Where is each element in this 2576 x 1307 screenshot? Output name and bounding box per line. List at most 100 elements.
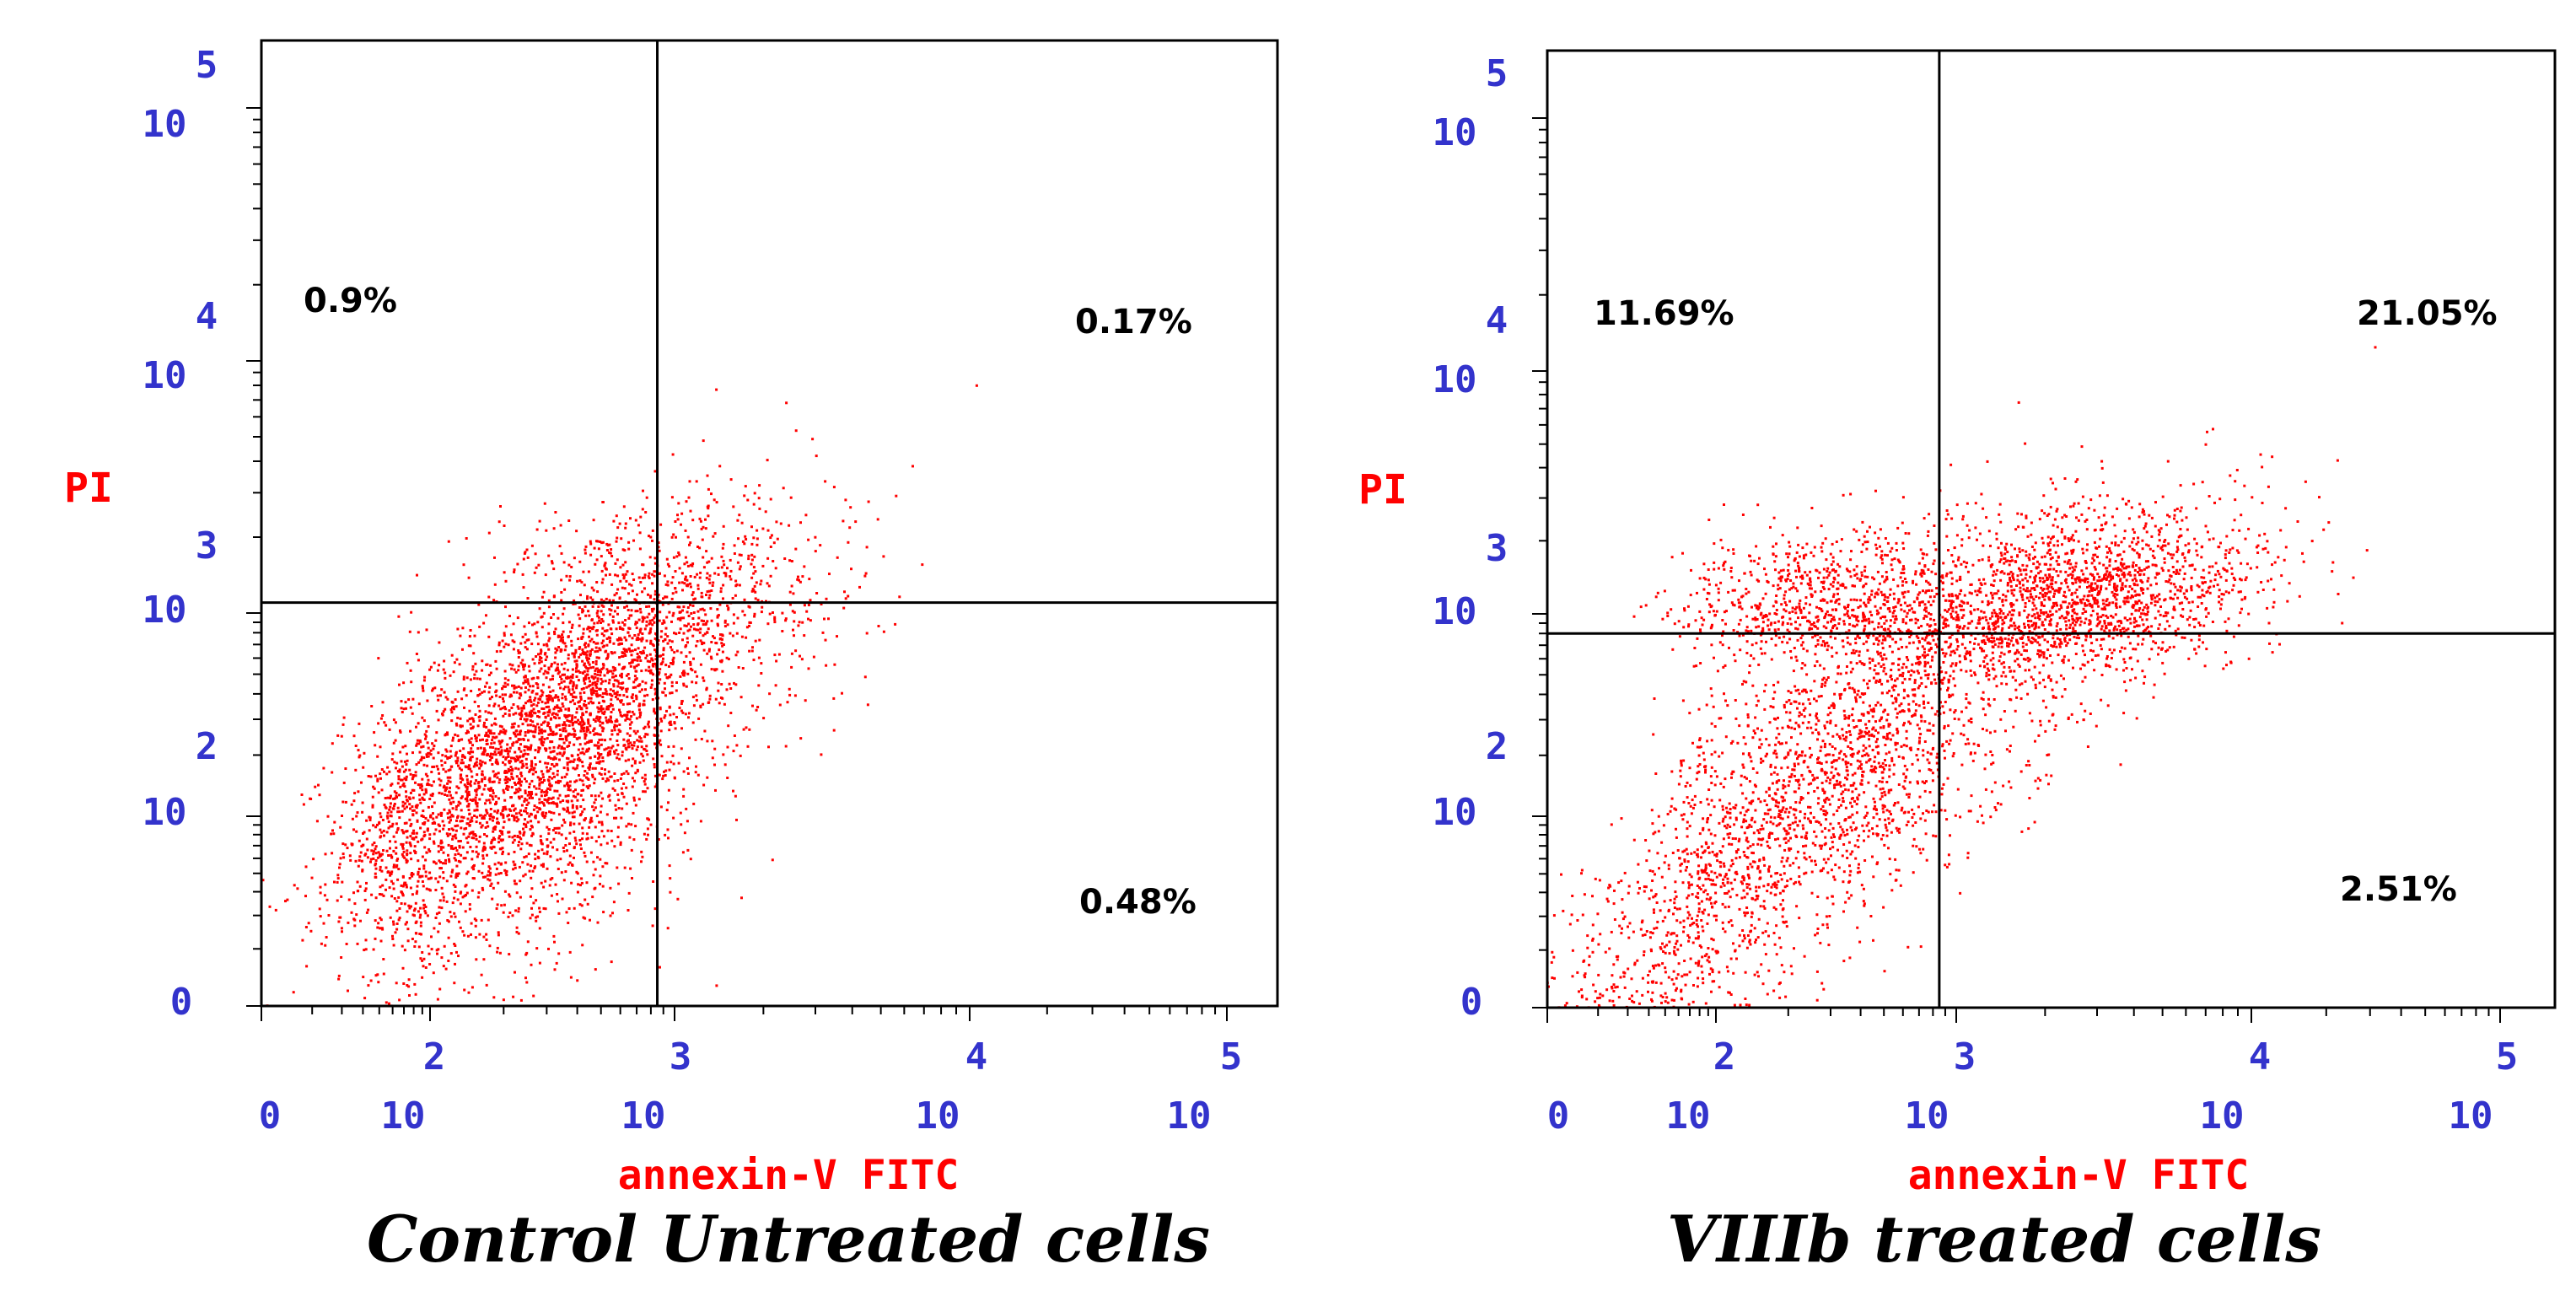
control-event-dot <box>483 690 486 693</box>
control-event-dot <box>417 722 420 725</box>
control-event-dot <box>571 863 573 866</box>
control-event-dot <box>567 691 571 694</box>
control-event-dot <box>623 587 627 590</box>
control-event-dot <box>627 745 630 749</box>
control-event-dot <box>471 775 474 778</box>
control-event-dot <box>529 696 532 699</box>
control-event-dot <box>651 924 654 928</box>
control-event-dot <box>750 562 753 566</box>
control-event-dot <box>441 892 444 896</box>
control-event-dot <box>475 850 478 853</box>
control-event-dot <box>738 553 741 557</box>
control-event-dot <box>411 872 413 874</box>
control-event-dot <box>742 728 745 731</box>
control-event-dot <box>807 604 810 606</box>
control-event-dot <box>410 680 413 684</box>
control-event-dot <box>708 594 712 597</box>
control-event-dot <box>557 646 561 648</box>
control-event-dot <box>511 767 514 771</box>
control-event-dot <box>612 685 616 688</box>
control-event-dot <box>432 817 435 820</box>
control-event-dot <box>717 624 719 627</box>
control-event-dot <box>403 881 406 885</box>
control-event-dot <box>525 981 529 984</box>
control-event-dot <box>579 698 583 701</box>
control-event-dot <box>504 782 508 784</box>
control-event-dot <box>395 852 398 855</box>
control-event-dot <box>571 714 574 718</box>
control-event-dot <box>587 627 590 630</box>
control-event-dot <box>559 800 562 804</box>
control-event-dot <box>395 859 399 862</box>
control-event-dot <box>566 675 569 679</box>
control-event-dot <box>721 546 724 550</box>
control-event-dot <box>496 946 499 949</box>
control-event-dot <box>600 670 602 674</box>
control-event-dot <box>556 858 559 862</box>
control-event-dot <box>624 746 627 750</box>
control-event-dot <box>390 810 393 814</box>
control-event-dot <box>583 700 586 702</box>
control-event-dot <box>594 650 597 654</box>
control-event-dot <box>436 952 438 955</box>
control-event-dot <box>448 858 450 861</box>
control-event-dot <box>686 561 689 564</box>
control-event-dot <box>374 847 377 851</box>
control-event-dot <box>615 540 618 543</box>
control-event-dot <box>578 624 581 627</box>
control-event-dot <box>331 829 334 832</box>
control-event-dot <box>542 802 545 805</box>
control-event-dot <box>502 806 505 809</box>
control-x-tick-1-base: 10 <box>381 1095 426 1138</box>
control-event-dot <box>435 815 438 819</box>
control-event-dot <box>466 870 470 874</box>
control-event-dot <box>576 890 579 894</box>
control-event-dot <box>755 708 758 712</box>
control-event-dot <box>450 711 454 714</box>
control-event-dot <box>415 920 418 923</box>
control-event-dot <box>324 883 327 886</box>
control-event-dot <box>586 750 589 753</box>
control-event-dot <box>386 766 390 769</box>
control-event-dot <box>535 655 538 658</box>
control-event-dot <box>318 907 321 911</box>
control-event-dot <box>596 610 600 613</box>
control-event-dot <box>732 750 735 753</box>
control-event-dot <box>630 848 633 852</box>
control-event-dot <box>823 617 826 621</box>
control-event-dot <box>561 776 563 779</box>
control-event-dot <box>758 507 761 510</box>
control-event-dot <box>385 866 388 869</box>
control-event-dot <box>460 797 463 799</box>
control-event-dot <box>409 886 412 890</box>
control-event-dot <box>526 597 530 600</box>
control-event-dot <box>824 638 827 642</box>
control-event-dot <box>558 545 562 548</box>
control-event-dot <box>595 656 599 659</box>
control-event-dot <box>710 668 713 671</box>
control-event-dot <box>597 733 600 736</box>
control-event-dot <box>623 652 627 655</box>
control-event-dot <box>524 714 528 718</box>
control-event-dot <box>593 801 596 804</box>
control-event-dot <box>411 874 414 878</box>
control-event-dot <box>589 542 593 546</box>
control-event-dot <box>593 744 596 747</box>
control-event-dot <box>408 841 411 844</box>
control-event-dot <box>345 943 348 945</box>
control-event-dot <box>699 704 702 707</box>
control-event-dot <box>535 899 538 902</box>
control-event-dot <box>481 847 485 850</box>
control-event-dot <box>378 893 381 896</box>
control-event-dot <box>390 872 393 875</box>
control-event-dot <box>654 711 658 714</box>
control-event-dot <box>596 673 600 676</box>
control-event-dot <box>546 838 549 842</box>
control-event-dot <box>621 754 624 757</box>
control-event-dot <box>541 811 545 815</box>
control-event-dot <box>552 837 556 841</box>
control-event-dot <box>530 820 533 823</box>
control-event-dot <box>670 761 673 764</box>
control-event-dot <box>609 613 612 616</box>
control-event-dot <box>576 579 579 583</box>
